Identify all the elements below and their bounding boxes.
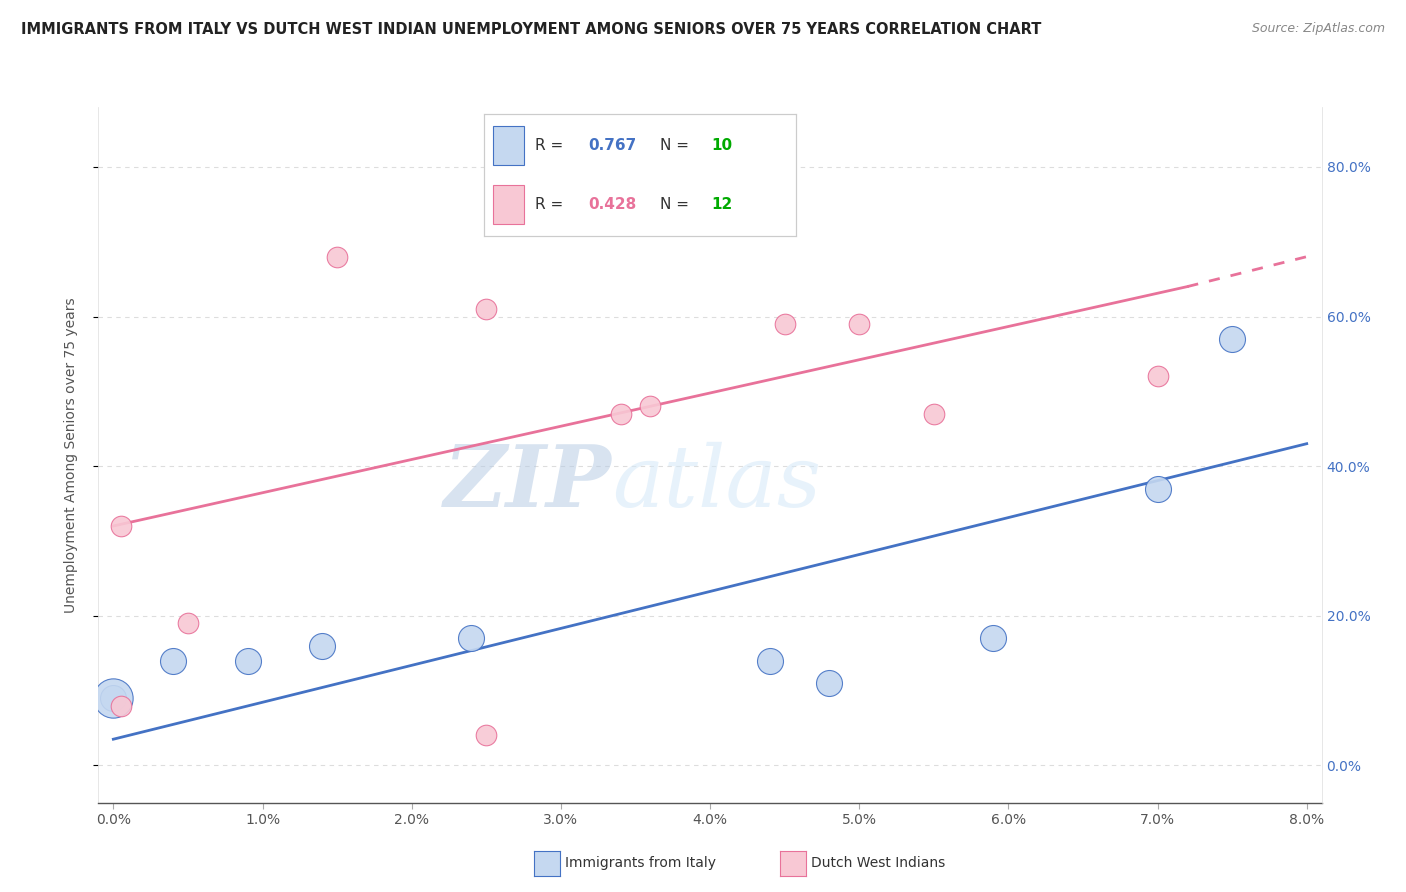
Point <box>1146 482 1168 496</box>
Y-axis label: Unemployment Among Seniors over 75 years: Unemployment Among Seniors over 75 years <box>63 297 77 613</box>
Point <box>773 317 796 331</box>
Point <box>475 729 498 743</box>
Point <box>103 691 125 706</box>
Point <box>983 631 1005 645</box>
Point <box>103 691 125 706</box>
Point <box>311 639 333 653</box>
Text: IMMIGRANTS FROM ITALY VS DUTCH WEST INDIAN UNEMPLOYMENT AMONG SENIORS OVER 75 YE: IMMIGRANTS FROM ITALY VS DUTCH WEST INDI… <box>21 22 1042 37</box>
Text: atlas: atlas <box>612 442 821 524</box>
Point <box>609 407 631 421</box>
Point <box>460 631 482 645</box>
Text: Immigrants from Italy: Immigrants from Italy <box>565 856 716 871</box>
Point <box>818 676 841 690</box>
Point <box>640 399 662 413</box>
Point <box>475 301 498 316</box>
Point <box>110 698 132 713</box>
Text: Dutch West Indians: Dutch West Indians <box>811 856 945 871</box>
Point <box>162 654 184 668</box>
Point <box>326 250 349 264</box>
Point <box>1146 369 1168 384</box>
Point <box>1220 332 1243 346</box>
Text: Source: ZipAtlas.com: Source: ZipAtlas.com <box>1251 22 1385 36</box>
Point <box>758 654 780 668</box>
Point <box>848 317 870 331</box>
Point <box>922 407 945 421</box>
Point <box>236 654 259 668</box>
Point <box>110 519 132 533</box>
Point <box>177 616 200 631</box>
Text: ZIP: ZIP <box>444 441 612 524</box>
